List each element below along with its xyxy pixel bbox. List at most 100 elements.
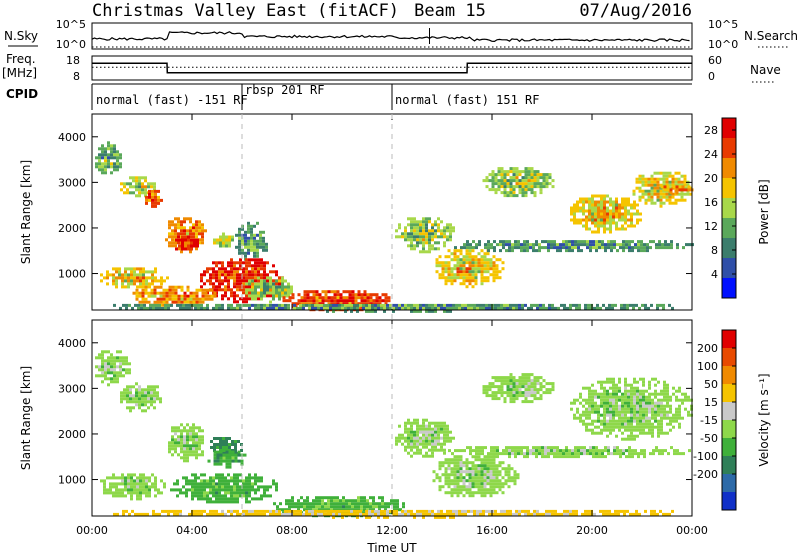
data-cell — [503, 185, 507, 189]
data-cell — [682, 246, 685, 250]
data-cell — [189, 229, 192, 233]
data-cell — [606, 206, 609, 210]
data-cell — [284, 294, 287, 298]
data-cell — [662, 192, 666, 196]
data-cell — [633, 377, 636, 381]
data-cell — [254, 479, 257, 483]
data-cell — [185, 303, 188, 307]
data-cell — [266, 494, 269, 498]
data-cell — [320, 306, 323, 310]
data-cell — [390, 499, 393, 503]
data-cell — [497, 385, 501, 389]
data-cell — [242, 491, 245, 495]
data-cell — [127, 479, 130, 483]
data-cell — [342, 496, 345, 500]
data-cell — [116, 162, 119, 166]
data-cell — [603, 218, 606, 222]
data-cell — [306, 290, 310, 294]
data-cell — [577, 243, 580, 247]
data-cell — [660, 428, 663, 432]
data-cell — [600, 209, 603, 213]
data-cell — [526, 240, 529, 244]
data-cell — [194, 512, 197, 516]
data-cell — [183, 426, 186, 430]
data-cell — [503, 173, 507, 177]
data-cell — [449, 430, 452, 434]
data-cell — [657, 428, 660, 432]
data-cell — [315, 508, 318, 512]
data-cell — [147, 388, 150, 392]
data-cell — [212, 270, 215, 274]
data-cell — [168, 297, 172, 301]
data-cell — [657, 380, 660, 384]
data-cell — [113, 356, 116, 360]
data-cell — [281, 512, 284, 516]
data-cell — [459, 267, 463, 271]
data-cell — [489, 494, 493, 498]
data-cell — [321, 299, 325, 303]
data-cell — [636, 422, 639, 426]
data-cell — [120, 400, 123, 404]
data-cell — [492, 464, 496, 468]
data-cell — [512, 179, 516, 183]
data-cell — [521, 176, 525, 180]
data-cell — [425, 424, 428, 428]
data-cell — [124, 485, 127, 489]
data-cell — [683, 174, 687, 178]
data-cell — [425, 433, 428, 437]
data-cell — [491, 397, 495, 401]
data-cell — [272, 303, 275, 307]
data-cell — [234, 459, 238, 463]
data-cell — [425, 229, 428, 233]
noise-tick-left-high: 10^5 — [56, 18, 86, 31]
data-cell — [600, 203, 603, 207]
data-cell — [563, 509, 566, 513]
data-cell — [591, 401, 594, 405]
data-cell — [600, 395, 603, 399]
data-cell — [597, 392, 600, 396]
data-cell — [645, 425, 648, 429]
data-cell — [236, 479, 239, 483]
data-cell — [503, 382, 507, 386]
data-cell — [179, 303, 182, 307]
data-cell — [236, 267, 239, 271]
data-cell — [125, 368, 128, 372]
data-cell — [210, 297, 214, 301]
data-cell — [576, 206, 579, 210]
data-cell — [618, 215, 621, 219]
data-cell — [404, 235, 407, 239]
data-cell — [212, 494, 215, 498]
data-cell — [163, 482, 166, 486]
data-cell — [452, 436, 455, 440]
data-cell — [135, 182, 138, 186]
data-cell — [685, 243, 688, 247]
data-cell — [680, 198, 684, 202]
data-cell — [565, 446, 568, 450]
data-cell — [275, 294, 278, 298]
data-cell — [242, 485, 245, 489]
data-cell — [459, 264, 463, 268]
data-cell — [648, 407, 651, 411]
data-cell — [278, 509, 281, 513]
data-cell — [378, 302, 382, 306]
data-cell — [582, 410, 585, 414]
data-cell — [594, 206, 597, 210]
data-cell — [410, 241, 413, 245]
data-cell — [186, 285, 190, 289]
data-cell — [275, 509, 278, 513]
data-cell — [183, 447, 186, 451]
data-cell — [121, 491, 124, 495]
data-cell — [150, 185, 153, 189]
data-cell — [434, 223, 437, 227]
data-cell — [641, 174, 645, 178]
data-cell — [634, 246, 637, 250]
data-cell — [443, 244, 446, 248]
data-cell — [613, 243, 616, 247]
data-cell — [253, 239, 256, 243]
data-cell — [588, 386, 591, 390]
data-cell — [663, 386, 666, 390]
data-cell — [501, 267, 505, 271]
data-cell — [512, 400, 516, 404]
data-cell — [644, 192, 648, 196]
data-cell — [576, 221, 579, 225]
